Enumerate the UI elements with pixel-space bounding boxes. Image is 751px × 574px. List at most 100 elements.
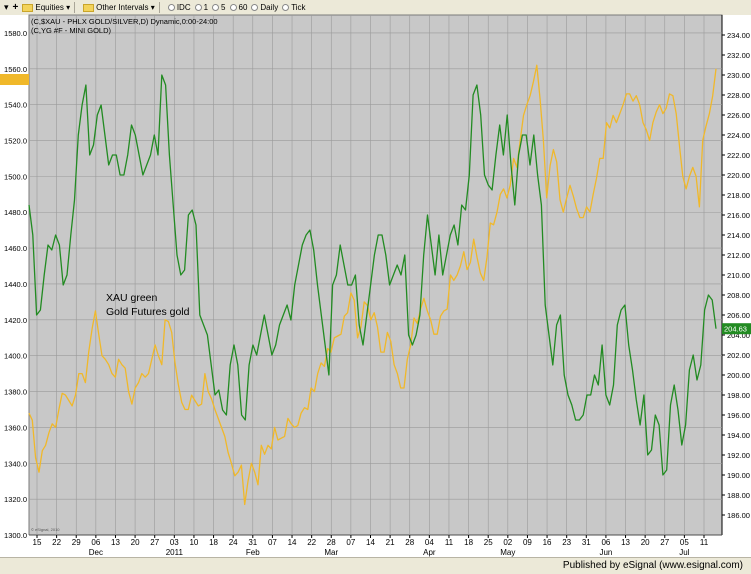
gold-last-marker [0,74,29,85]
interval-label: 5 [221,3,226,12]
x-month-label: Feb [246,548,260,557]
right-axis-strip [722,15,751,535]
radio-icon [167,4,175,11]
left-axis-strip [0,15,29,535]
interval-daily[interactable]: Daily [251,3,278,12]
chart-header-line2: (C,YG #F - MINI GOLD) [31,26,112,35]
x-day-label: 20 [131,538,140,547]
right-tick-label: 198.00 [727,391,750,400]
right-tick-label: 230.00 [727,71,750,80]
x-day-label: 20 [641,538,650,547]
interval-label: 60 [238,3,248,12]
x-day-label: 29 [72,538,81,547]
dropdown-equities[interactable]: Equities ▾ [22,3,70,12]
interval-label: 1 [203,3,209,12]
bottom-axis-strip [0,535,751,557]
right-tick-label: 232.00 [727,51,750,60]
x-day-label: 15 [33,538,42,547]
x-day-label: 23 [562,538,571,547]
x-day-label: 09 [523,538,532,547]
x-day-label: 11 [445,538,454,547]
xau-last-marker [722,323,751,335]
interval-1[interactable]: 1 [194,3,209,12]
interval-tick[interactable]: Tick [282,3,306,12]
right-tick-label: 212.00 [727,251,750,260]
x-day-label: 05 [680,538,689,547]
dropdown-other-intervals-label: Other Intervals [96,3,149,12]
right-tick-label: 234.00 [727,31,750,40]
x-day-label: 07 [346,538,355,547]
x-day-label: 04 [425,538,434,547]
right-tick-label: 194.00 [727,431,750,440]
x-day-label: 24 [229,538,238,547]
folder-icon [83,3,95,12]
x-day-label: 22 [52,538,61,547]
footer: Published by eSignal (www.esignal.com) [0,557,751,574]
x-day-label: 07 [268,538,277,547]
menu-icon[interactable]: ▾ [4,2,9,12]
x-day-label: 13 [621,538,630,547]
x-day-label: 10 [189,538,198,547]
right-tick-label: 226.00 [727,111,750,120]
radio-icon [212,4,220,11]
radio-icon [251,4,259,11]
left-tick-label: 1440.0 [4,280,27,289]
x-day-label: 02 [503,538,512,547]
gold-series-line [28,64,717,506]
x-day-label: 11 [700,538,709,547]
left-tick-label: 1420.0 [4,316,27,325]
xau-last-label: 204.63 [724,325,747,334]
x-day-label: 27 [150,538,159,547]
x-day-label: 31 [248,538,257,547]
x-day-label: 03 [170,538,179,547]
right-tick-label: 228.00 [727,91,750,100]
left-tick-label: 1300.0 [4,531,27,540]
radio-icon [194,4,202,11]
x-day-label: 06 [91,538,100,547]
x-month-label: Apr [423,548,436,557]
x-day-label: 25 [484,538,493,547]
right-tick-label: 214.00 [727,231,750,240]
x-day-label: 14 [288,538,297,547]
right-tick-label: 192.00 [727,451,750,460]
right-tick-label: 196.00 [727,411,750,420]
radio-icon [282,4,290,11]
interval-60[interactable]: 60 [229,3,248,12]
x-day-label: 21 [386,538,395,547]
x-day-label: 18 [209,538,218,547]
x-day-label: 06 [601,538,610,547]
dropdown-equities-label: Equities [35,3,64,12]
left-tick-label: 1580.0 [4,29,27,38]
right-tick-label: 190.00 [727,471,750,480]
interval-5[interactable]: 5 [212,3,226,12]
separator [158,2,160,13]
right-tick-label: 220.00 [727,171,750,180]
radio-icon [229,4,237,11]
x-day-label: 28 [405,538,414,547]
left-tick-label: 1400.0 [4,352,27,361]
left-tick-label: 1560.0 [4,65,27,74]
dropdown-other-intervals[interactable]: Other Intervals ▾ [83,3,155,12]
left-tick-label: 1380.0 [4,388,27,397]
left-tick-label: 1540.0 [4,101,27,110]
right-tick-label: 210.00 [727,271,750,280]
left-tick-label: 1360.0 [4,423,27,432]
right-axis: 186.00 188.00 190.00 192.00 194.00 196.00 198.… [722,31,750,520]
plot-area[interactable] [28,14,723,536]
x-day-label: 31 [582,538,591,547]
crosshair-icon[interactable]: + [12,2,19,13]
price-chart[interactable]: 1300.01320.01340.01360.01380.01400.01420… [0,0,751,557]
x-day-label: 14 [366,538,375,547]
right-tick-label: 206.00 [727,311,750,320]
right-tick-label: 224.00 [727,131,750,140]
right-tick-label: 202.00 [727,351,750,360]
right-tick-label: 188.00 [727,491,750,500]
x-month-label: May [500,548,515,557]
gold-last-label: 1550.0 [2,76,25,85]
folder-icon [22,3,34,12]
x-day-label: 16 [543,538,552,547]
left-axis: 1300.0 1320.0 1340.0 1360.0 1380.0 1400.0 1420… [4,29,27,540]
interval-idc[interactable]: IDC [167,3,191,12]
right-tick-label: 200.00 [727,371,750,380]
x-month-label: Mar [324,548,338,557]
